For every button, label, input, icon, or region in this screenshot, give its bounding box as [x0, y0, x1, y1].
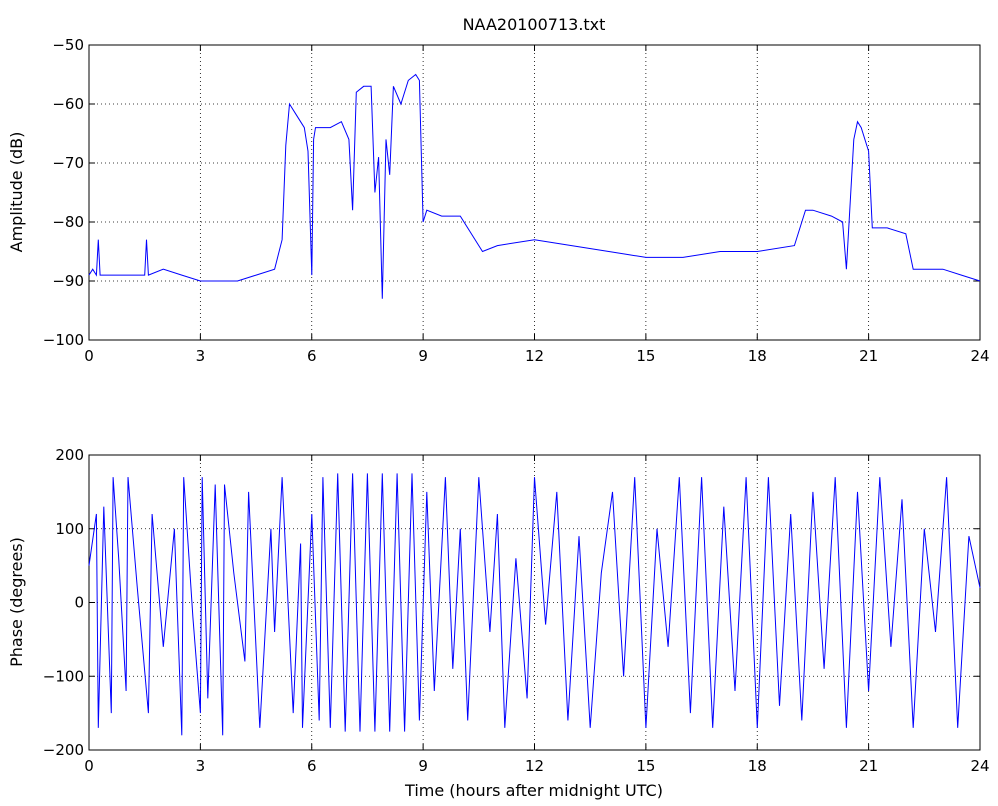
phase-y-tick-labels: −200 −100 0 100 200 — [43, 446, 84, 759]
amplitude-x-tick-label: 24 — [970, 347, 989, 365]
amplitude-y-tick-label: −60 — [52, 95, 84, 113]
phase-ticks — [88, 454, 981, 751]
phase-x-tick-labels: 0 3 6 9 12 15 18 21 24 — [84, 757, 989, 775]
phase-x-tick-label: 3 — [196, 757, 206, 775]
phase-x-tick-label: 6 — [307, 757, 317, 775]
figure-title: NAA20100713.txt — [463, 15, 606, 34]
amplitude-x-tick-label: 18 — [748, 347, 767, 365]
phase-x-tick-label: 21 — [859, 757, 878, 775]
amplitude-x-tick-label: 9 — [418, 347, 428, 365]
amplitude-panel: 0 3 6 9 12 15 18 21 24 −100 −90 −80 −70 −60 −50 Ampli… — [7, 36, 990, 365]
phase-y-tick-label: 200 — [55, 446, 84, 464]
amplitude-y-axis-label: Amplitude (dB) — [7, 132, 26, 253]
amplitude-grid — [89, 45, 980, 340]
phase-series-line — [88, 473, 981, 736]
phase-y-tick-label: 0 — [74, 594, 84, 612]
amplitude-series-line — [88, 73, 981, 299]
phase-y-tick-label: −200 — [43, 741, 84, 759]
phase-y-tick-label: 100 — [55, 520, 84, 538]
phase-panel: 0 3 6 9 12 15 18 21 24 −200 −100 0 100 200 Phase (de… — [7, 446, 990, 800]
phase-x-tick-label: 18 — [748, 757, 767, 775]
amplitude-y-tick-label: −70 — [52, 154, 84, 172]
amplitude-ticks — [88, 44, 981, 341]
phase-x-tick-label: 0 — [84, 757, 94, 775]
amplitude-x-tick-label: 6 — [307, 347, 317, 365]
amplitude-x-tick-labels: 0 3 6 9 12 15 18 21 24 — [84, 347, 989, 365]
phase-y-tick-label: −100 — [43, 667, 84, 685]
amplitude-x-tick-label: 12 — [525, 347, 544, 365]
phase-x-tick-label: 24 — [970, 757, 989, 775]
amplitude-y-tick-label: −90 — [52, 272, 84, 290]
amplitude-x-tick-label: 15 — [636, 347, 655, 365]
phase-y-axis-label: Phase (degrees) — [7, 537, 26, 667]
phase-x-axis-label: Time (hours after midnight UTC) — [404, 781, 663, 800]
phase-x-tick-label: 15 — [636, 757, 655, 775]
amplitude-x-tick-label: 0 — [84, 347, 94, 365]
phase-x-tick-label: 12 — [525, 757, 544, 775]
amplitude-y-tick-label: −50 — [52, 36, 84, 54]
amplitude-y-tick-label: −100 — [43, 331, 84, 349]
amplitude-x-tick-label: 21 — [859, 347, 878, 365]
amplitude-x-tick-label: 3 — [196, 347, 206, 365]
amplitude-y-tick-label: −80 — [52, 213, 84, 231]
amplitude-y-tick-labels: −100 −90 −80 −70 −60 −50 — [43, 36, 84, 349]
phase-x-tick-label: 9 — [418, 757, 428, 775]
